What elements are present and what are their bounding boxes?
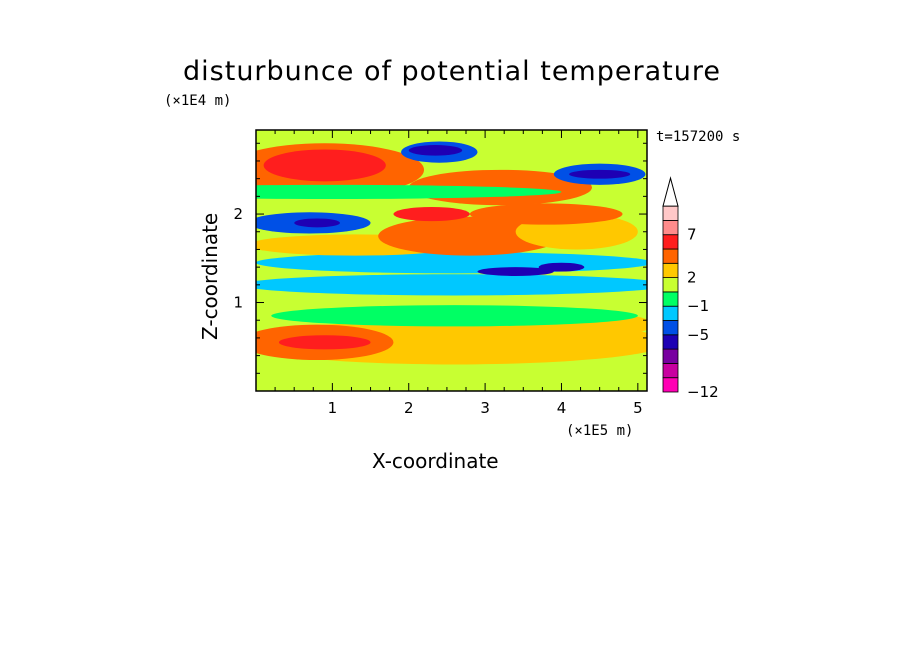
colorbar: 7 2 −1 −5 −12 xyxy=(662,176,719,401)
colorbar-swatch xyxy=(662,334,679,350)
colorbar-swatch xyxy=(662,277,679,293)
contour-region xyxy=(256,369,623,391)
contour-region xyxy=(477,267,554,276)
y-tick-label: 2 xyxy=(233,205,243,223)
contour-region xyxy=(271,305,638,327)
time-label: t=157200 s xyxy=(656,129,741,145)
contour-region xyxy=(469,203,623,225)
colorbar-swatch xyxy=(662,234,679,250)
x-tick-label: 2 xyxy=(404,399,414,417)
colorbar-swatch xyxy=(662,320,679,336)
colorbar-swatch xyxy=(662,377,679,393)
x-axis-ticks: 1 2 3 4 5 xyxy=(274,130,643,417)
x-axis-label: X-coordinate xyxy=(372,449,499,473)
colorbar-swatch xyxy=(662,305,679,321)
colorbar-swatch xyxy=(662,291,679,307)
colorbar-tick-label: −12 xyxy=(687,383,719,401)
contour-region xyxy=(294,218,341,228)
contour-region xyxy=(569,169,631,179)
contour-region xyxy=(378,216,562,256)
contour-field xyxy=(256,130,647,391)
chart-title: disturbunce of potential temperature xyxy=(183,56,721,87)
contour-region xyxy=(278,335,371,350)
colorbar-tick-label: 2 xyxy=(687,269,697,287)
colorbar-swatch xyxy=(662,205,679,221)
y-tick-label: 1 xyxy=(233,294,243,312)
y-axis-ticks: 12 xyxy=(233,142,647,374)
colorbar-swatch xyxy=(662,362,679,379)
colorbar-swatch xyxy=(662,248,679,264)
contour-region xyxy=(263,149,386,182)
colorbar-tick-label: 7 xyxy=(687,226,697,244)
y-unit-label: (×1E4 m) xyxy=(164,93,232,109)
colorbar-tick-label: −1 xyxy=(687,297,709,315)
contour-region xyxy=(538,262,585,272)
contour-region xyxy=(256,274,647,296)
x-unit-label: (×1E5 m) xyxy=(566,423,634,439)
colorbar-swatch xyxy=(662,262,679,278)
x-tick-label: 5 xyxy=(633,399,643,417)
x-tick-label: 1 xyxy=(328,399,338,417)
contour-region xyxy=(393,206,470,222)
plot-frame xyxy=(255,129,648,392)
colorbar-extend-arrow xyxy=(662,176,679,207)
contour-region xyxy=(256,184,562,200)
colorbar-swatch xyxy=(662,219,679,236)
contour-region xyxy=(408,145,463,156)
colorbar-swatch xyxy=(662,348,679,364)
colorbar-tick-label: −5 xyxy=(687,326,709,344)
x-tick-label: 4 xyxy=(557,399,567,417)
x-tick-label: 3 xyxy=(480,399,490,417)
